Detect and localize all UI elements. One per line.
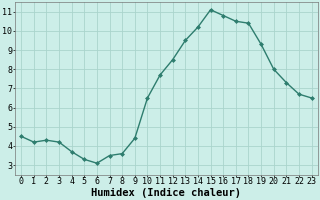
X-axis label: Humidex (Indice chaleur): Humidex (Indice chaleur) bbox=[92, 188, 241, 198]
